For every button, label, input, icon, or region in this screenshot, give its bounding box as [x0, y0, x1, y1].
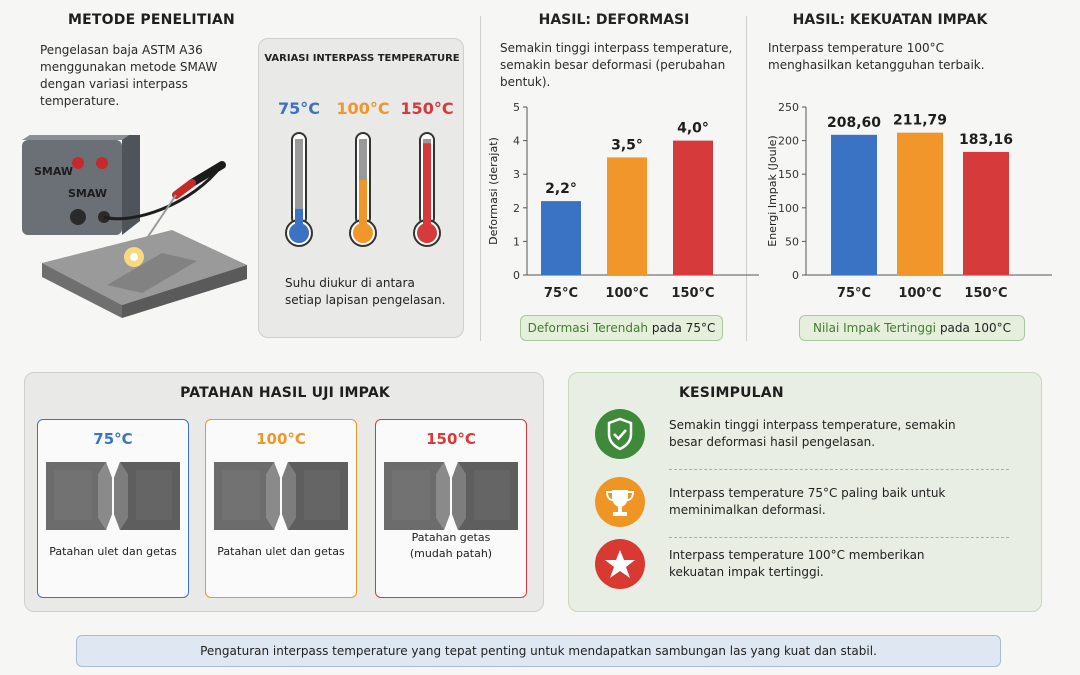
divider — [669, 469, 1009, 470]
y-tick-label: 150 — [778, 168, 799, 181]
machine-label-side: SMAW — [34, 165, 73, 178]
kesimpulan-item-text: Interpass temperature 75°C paling baik u… — [669, 486, 946, 517]
kesimpulan-item-text: Interpass temperature 100°C memberikan k… — [669, 548, 925, 579]
impak-badge-highlight: Nilai Impak Tertinggi — [813, 321, 936, 335]
temp-label: 100°C — [336, 99, 390, 118]
y-tick-label: 50 — [785, 235, 799, 248]
kesimpulan-panel: KESIMPULAN Semakin tinggi interpass temp… — [568, 372, 1042, 612]
fracture-card: 100°C Patahan ulet dan getas — [205, 419, 357, 598]
bar-value-label: 211,79 — [893, 113, 947, 129]
impak-description: Interpass temperature 100°C menghasilkan… — [768, 41, 985, 72]
fracture-temp: 75°C — [93, 430, 133, 448]
deformasi-badge-rest: pada 75°C — [651, 321, 716, 335]
deformasi-chart: 0 1 2 3 4 5 Deformasi (derajat) 2,2° 75°C 3,5° 100… — [487, 101, 759, 301]
fracture-description: Patahan getas (mudah patah) — [409, 531, 493, 560]
footer-text: Pengaturan interpass temperature yang te… — [200, 644, 877, 658]
trophy-icon — [595, 477, 645, 527]
metode-title: METODE PENELITIAN — [68, 12, 235, 28]
deformasi-title: HASIL: DEFORMASI — [538, 12, 690, 28]
y-tick-label: 200 — [778, 135, 799, 148]
patahan-panel: PATAHAN HASIL UJI IMPAK 75°C Patahan ulet… — [24, 372, 544, 612]
thermometer-icon — [285, 132, 313, 247]
temperature-note: Suhu diukur di antara setiap lapisan pen… — [285, 276, 446, 307]
bar-1 — [897, 132, 943, 275]
bar-0 — [541, 201, 581, 275]
machine-label-front: SMAW — [68, 187, 107, 200]
kesimpulan-title: KESIMPULAN — [679, 385, 784, 401]
bar-0 — [831, 134, 877, 275]
divider — [480, 16, 481, 341]
temp-label: 150°C — [400, 99, 454, 118]
category-label: 150°C — [964, 286, 1007, 301]
bar-value-label: 4,0° — [677, 121, 709, 137]
variasi-title: VARIASI INTERPASS TEMPERATURE — [264, 53, 460, 64]
footer-banner: Pengaturan interpass temperature yang te… — [76, 635, 1001, 667]
thermometer-icon — [413, 132, 441, 247]
category-label: 75°C — [544, 286, 578, 301]
deformasi-description: Semakin tinggi interpass temperature, se… — [500, 41, 733, 89]
bar-2 — [963, 151, 1009, 275]
deformasi-badge-highlight: Deformasi Terendah — [527, 321, 648, 335]
bar-2 — [673, 140, 713, 275]
fracture-description: Patahan ulet dan getas — [49, 545, 177, 558]
fracture-card: 75°C Patahan ulet dan getas — [37, 419, 189, 598]
star-icon — [595, 539, 645, 589]
category-label: 100°C — [898, 286, 941, 301]
bar-value-label: 2,2° — [545, 181, 577, 197]
bar-value-label: 183,16 — [959, 132, 1013, 148]
shield-check-icon — [595, 409, 645, 459]
impak-chart: 0 50 100 150 200 250 Energi Impak (Joule) 208,6… — [766, 101, 1052, 301]
fracture-specimen-image — [46, 462, 180, 530]
y-tick-label: 1 — [513, 235, 520, 248]
fracture-specimen-image — [214, 462, 348, 530]
y-tick-label: 0 — [792, 269, 799, 282]
bar-1 — [607, 157, 647, 275]
temp-label: 75°C — [277, 99, 320, 118]
deformasi-badge: Deformasi Terendah pada 75°C — [520, 315, 723, 341]
variasi-panel: VARIASI INTERPASS TEMPERATURE 75°C 100°C 1… — [258, 38, 464, 338]
y-tick-label: 0 — [513, 269, 520, 282]
impak-badge-rest: pada 100°C — [939, 321, 1011, 335]
metode-description: Pengelasan baja ASTM A36 menggunakan met… — [40, 43, 218, 108]
bar-value-label: 3,5° — [611, 137, 643, 153]
impak-badge: Nilai Impak Tertinggi pada 100°C — [799, 315, 1025, 341]
thermometer-icon — [349, 132, 377, 247]
y-tick-label: 5 — [513, 101, 520, 114]
category-label: 75°C — [837, 286, 871, 301]
divider — [669, 537, 1009, 538]
divider — [746, 16, 747, 341]
category-label: 150°C — [671, 286, 714, 301]
fracture-specimen-image — [384, 462, 518, 530]
y-tick-label: 2 — [513, 202, 520, 215]
y-tick-label: 100 — [778, 202, 799, 215]
patahan-title: PATAHAN HASIL UJI IMPAK — [180, 385, 390, 401]
welding-illustration: SMAW SMAW — [22, 135, 247, 318]
y-tick-label: 3 — [513, 168, 520, 181]
fracture-description: Patahan ulet dan getas — [217, 545, 345, 558]
y-axis-label: Energi Impak (Joule) — [766, 135, 779, 246]
y-axis-label: Deformasi (derajat) — [487, 137, 500, 245]
bar-value-label: 208,60 — [827, 115, 881, 131]
category-label: 100°C — [605, 286, 648, 301]
kesimpulan-item-text: Semakin tinggi interpass temperature, se… — [669, 418, 956, 449]
impak-title: HASIL: KEKUATAN IMPAK — [792, 12, 988, 28]
fracture-temp: 150°C — [426, 430, 476, 448]
fracture-temp: 100°C — [256, 430, 306, 448]
y-tick-label: 4 — [513, 135, 520, 148]
y-tick-label: 250 — [778, 101, 799, 114]
fracture-card: 150°C Patahan getas (mudah patah) — [375, 419, 527, 598]
